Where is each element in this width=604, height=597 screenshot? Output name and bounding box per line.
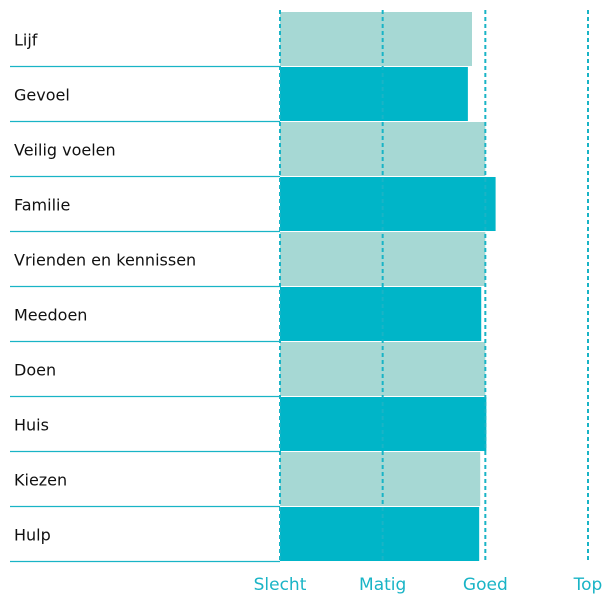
category-label: Kiezen xyxy=(14,471,67,490)
bar xyxy=(280,177,496,231)
bar xyxy=(280,507,480,561)
category-label: Familie xyxy=(14,196,70,215)
bar xyxy=(280,67,468,121)
x-tick-label: Top xyxy=(573,575,603,595)
category-label: Vrienden en kennissen xyxy=(14,251,196,270)
category-label: Veilig voelen xyxy=(14,141,116,160)
category-label: Lijf xyxy=(14,31,38,50)
bar xyxy=(280,452,481,506)
category-label: Doen xyxy=(14,361,56,380)
bar xyxy=(280,12,472,66)
bar xyxy=(280,287,482,341)
x-tick-label: Matig xyxy=(359,575,406,595)
category-label: Meedoen xyxy=(14,306,87,325)
category-label: Gevoel xyxy=(14,86,70,105)
category-label: Hulp xyxy=(14,526,51,545)
x-tick-label: Slecht xyxy=(254,575,307,595)
x-tick-label: Goed xyxy=(463,575,508,595)
category-label: Huis xyxy=(14,416,49,435)
